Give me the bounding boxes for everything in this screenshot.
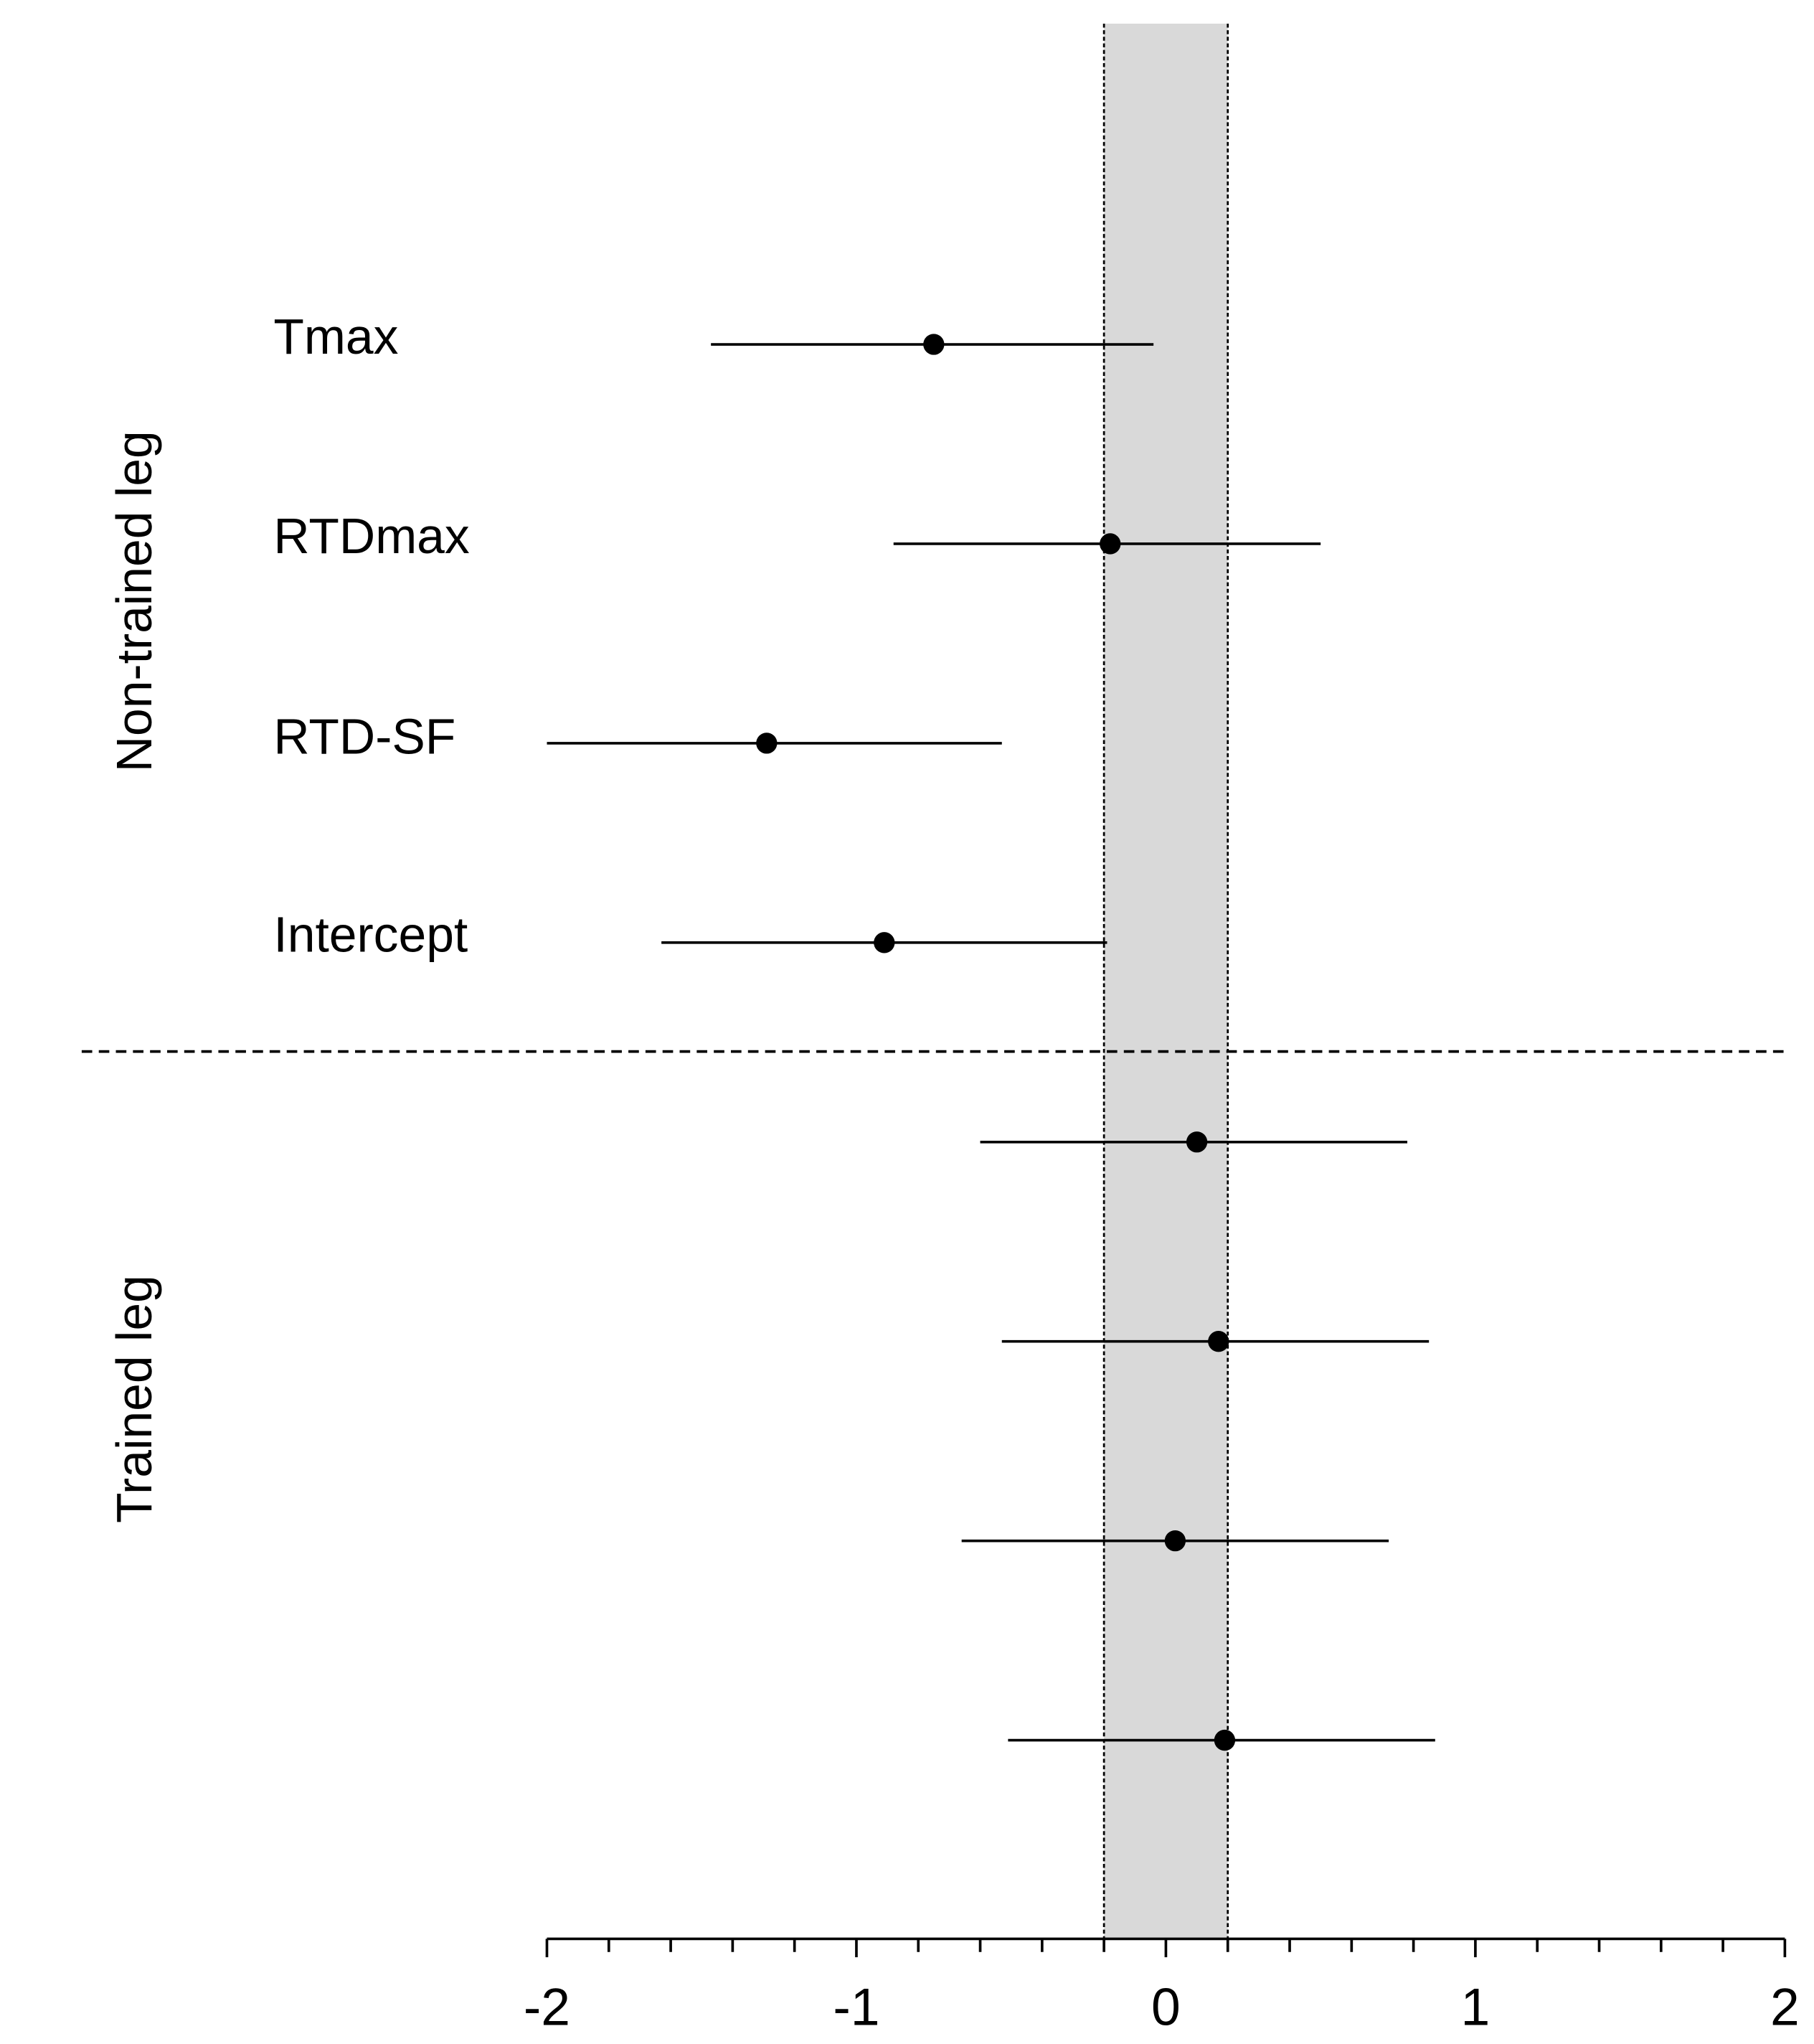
x-tick-label: -1 bbox=[833, 1978, 879, 2037]
group-label: Non-trained leg bbox=[106, 430, 162, 772]
x-tick-label: 0 bbox=[1151, 1978, 1181, 2037]
point-estimate bbox=[1214, 1729, 1236, 1751]
point-estimate bbox=[1186, 1131, 1208, 1153]
point-estimate bbox=[874, 932, 895, 953]
x-tick-label: 1 bbox=[1461, 1978, 1491, 2037]
rope-band bbox=[1104, 23, 1228, 1939]
row-label: Intercept bbox=[273, 907, 468, 963]
row-label: RTDmax bbox=[273, 508, 470, 564]
point-estimate bbox=[1100, 533, 1121, 555]
row-label: Tmax bbox=[273, 309, 398, 364]
point-estimate bbox=[923, 334, 945, 355]
x-tick-label: -2 bbox=[524, 1978, 570, 2037]
point-estimate bbox=[756, 733, 778, 754]
group-label: Trained leg bbox=[106, 1275, 162, 1523]
x-tick-label: 2 bbox=[1770, 1978, 1800, 2037]
point-estimate bbox=[1164, 1530, 1186, 1552]
row-label: RTD-SF bbox=[273, 709, 455, 765]
point-estimate bbox=[1208, 1331, 1229, 1352]
